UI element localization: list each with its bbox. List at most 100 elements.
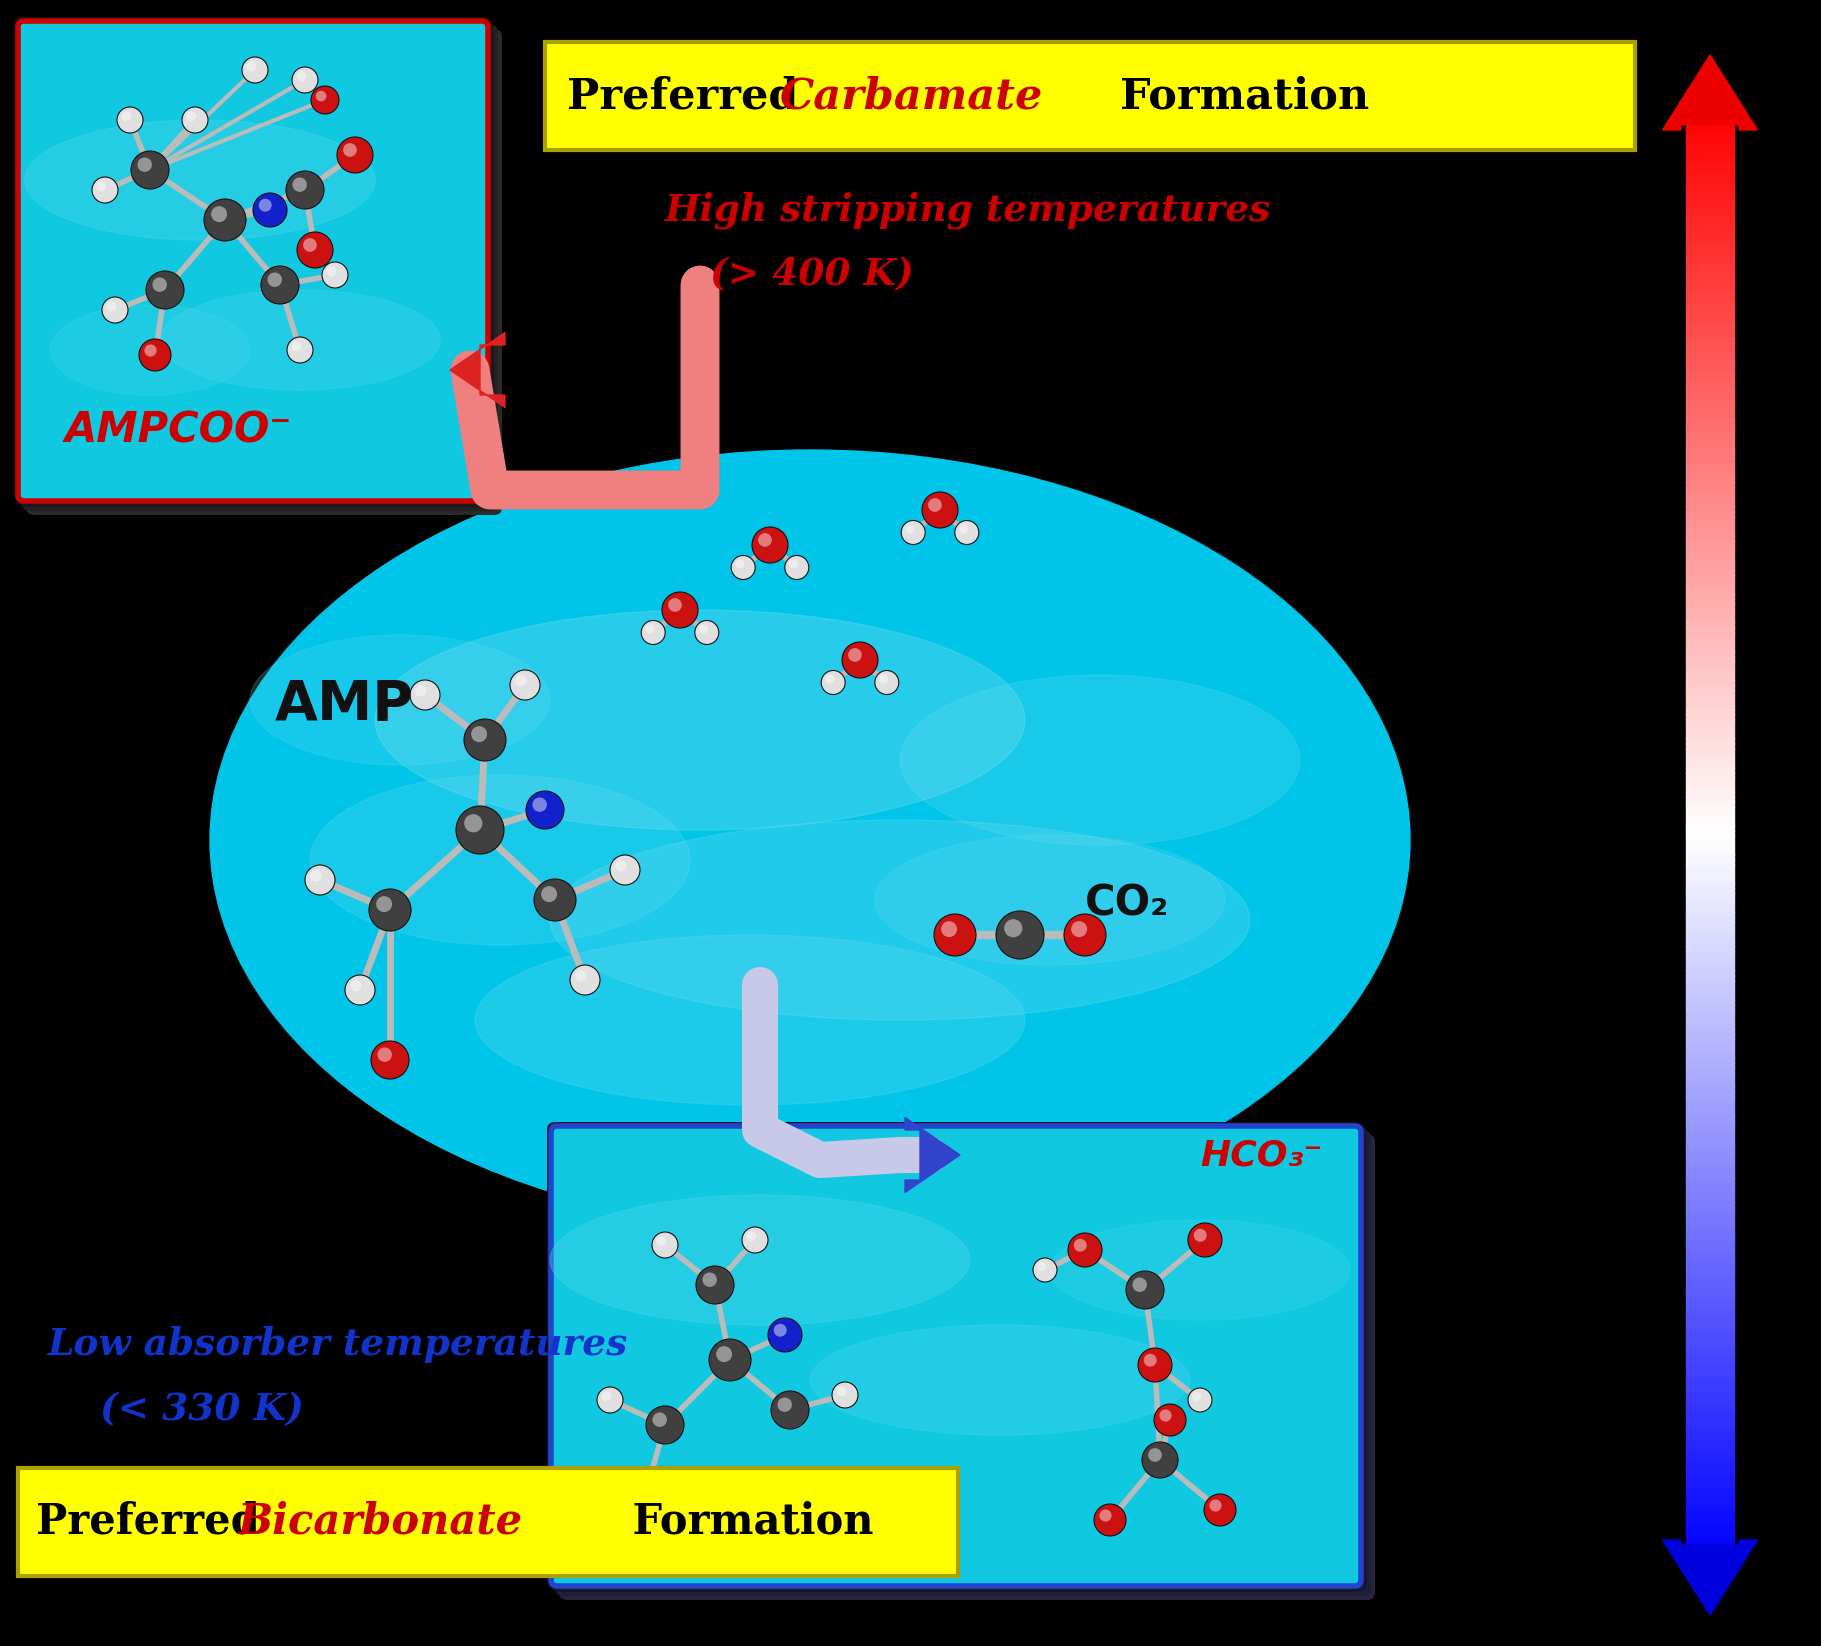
Bar (1686, 971, 1734, 976)
Bar (1686, 1246, 1734, 1251)
Circle shape (464, 815, 483, 833)
Bar (1686, 260, 1734, 265)
Circle shape (597, 1388, 623, 1412)
Circle shape (286, 171, 324, 209)
Bar (1686, 1004, 1734, 1009)
Bar (1686, 612, 1734, 617)
Bar (1686, 120, 1734, 125)
Bar (1686, 298, 1734, 305)
FancyArrow shape (1663, 1541, 1757, 1615)
Circle shape (97, 181, 106, 191)
Bar (1686, 313, 1734, 318)
Bar (1686, 1356, 1734, 1363)
Circle shape (1067, 1233, 1102, 1267)
Bar (1686, 143, 1734, 150)
Circle shape (874, 670, 900, 695)
Bar (1686, 747, 1734, 754)
Bar (1686, 135, 1734, 140)
Bar (1686, 825, 1734, 831)
Circle shape (703, 1272, 717, 1287)
Bar (1686, 1289, 1734, 1295)
Bar (1686, 994, 1734, 999)
Circle shape (242, 58, 268, 82)
Bar (1686, 492, 1734, 497)
Bar (1686, 889, 1734, 894)
Bar (1686, 240, 1734, 245)
Circle shape (415, 685, 426, 696)
Bar (1686, 951, 1734, 956)
Bar (1686, 894, 1734, 899)
Ellipse shape (810, 1325, 1189, 1435)
Bar (1686, 1193, 1734, 1198)
Circle shape (246, 61, 257, 71)
Circle shape (668, 597, 681, 612)
Circle shape (106, 301, 117, 311)
FancyArrow shape (1663, 54, 1757, 130)
Bar (1686, 642, 1734, 647)
Ellipse shape (876, 835, 1226, 965)
Bar (1686, 1086, 1734, 1091)
Bar (1686, 385, 1734, 390)
Ellipse shape (209, 449, 1409, 1230)
Bar (1686, 250, 1734, 255)
Bar (1686, 1506, 1734, 1513)
Circle shape (758, 533, 772, 546)
Bar (1686, 168, 1734, 173)
Circle shape (310, 871, 322, 882)
Text: Preferred: Preferred (566, 76, 814, 117)
Bar (1686, 700, 1734, 704)
Bar (1686, 375, 1734, 382)
Bar (1686, 1498, 1734, 1503)
Circle shape (774, 1323, 787, 1337)
Bar (1686, 347, 1734, 352)
Bar (1686, 482, 1734, 487)
Bar (1686, 662, 1734, 667)
Bar (1686, 395, 1734, 400)
Circle shape (836, 1386, 847, 1396)
Circle shape (880, 675, 889, 683)
Bar (1686, 1024, 1734, 1029)
Bar (1686, 1149, 1734, 1154)
Bar (1686, 1536, 1734, 1541)
Bar (1686, 1434, 1734, 1440)
Bar (1686, 525, 1734, 532)
Bar (1686, 584, 1734, 589)
Text: Low absorber temperatures: Low absorber temperatures (47, 1327, 628, 1363)
Bar (1686, 288, 1734, 295)
Bar (1686, 270, 1734, 275)
Bar (1686, 439, 1734, 444)
Bar (1686, 332, 1734, 337)
Bar (1686, 607, 1734, 614)
Bar (1686, 1241, 1734, 1246)
Ellipse shape (900, 675, 1300, 844)
Bar (1686, 956, 1734, 961)
Circle shape (663, 593, 697, 629)
Circle shape (646, 1406, 685, 1444)
Circle shape (371, 1040, 410, 1080)
Bar (1686, 864, 1734, 869)
Bar (1686, 675, 1734, 681)
Bar (1686, 1014, 1734, 1019)
Bar (1686, 1541, 1734, 1546)
Bar (1686, 657, 1734, 662)
Circle shape (747, 1231, 756, 1241)
Circle shape (656, 1236, 666, 1246)
Circle shape (211, 206, 228, 222)
Bar (1686, 1067, 1734, 1072)
Bar (1686, 1081, 1734, 1086)
Bar (1686, 453, 1734, 459)
FancyBboxPatch shape (22, 25, 497, 510)
Circle shape (102, 296, 127, 323)
Bar (1686, 1463, 1734, 1468)
Text: AMPH⁺: AMPH⁺ (639, 1513, 779, 1547)
Bar (1686, 912, 1734, 918)
Ellipse shape (475, 935, 1025, 1104)
Bar (1686, 130, 1734, 135)
Bar (1686, 1361, 1734, 1368)
Circle shape (302, 239, 317, 252)
Circle shape (699, 624, 708, 634)
Bar (1686, 1458, 1734, 1463)
Bar (1686, 216, 1734, 222)
Bar (1686, 1236, 1734, 1241)
Bar (1686, 303, 1734, 309)
